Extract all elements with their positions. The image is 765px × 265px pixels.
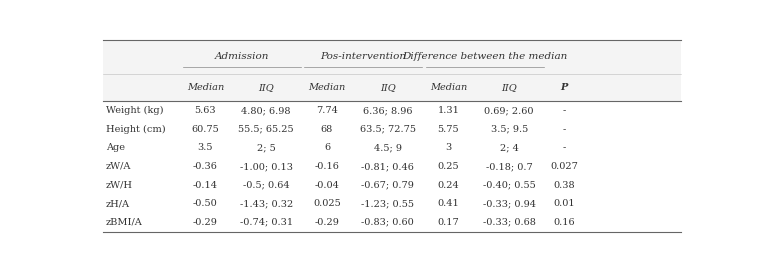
Text: -0.67; 0.79: -0.67; 0.79 [361, 181, 414, 190]
Text: P: P [561, 83, 568, 92]
Text: 0.17: 0.17 [438, 218, 459, 227]
Text: 1.31: 1.31 [438, 106, 460, 115]
Text: -0.33; 0.68: -0.33; 0.68 [483, 218, 536, 227]
Text: -: - [562, 143, 566, 152]
Text: -0.29: -0.29 [314, 218, 340, 227]
Text: -0.74; 0.31: -0.74; 0.31 [239, 218, 293, 227]
Text: 4.5; 9: 4.5; 9 [374, 143, 402, 152]
Text: -0.04: -0.04 [314, 181, 340, 190]
Text: 7.74: 7.74 [316, 106, 338, 115]
Text: Pos-intervention: Pos-intervention [320, 52, 406, 61]
Bar [103, 101, 682, 232]
Text: IIQ: IIQ [501, 83, 517, 92]
Bar [103, 40, 682, 101]
Text: Weight (kg): Weight (kg) [106, 106, 163, 115]
Text: Median: Median [430, 83, 467, 92]
Text: Median: Median [187, 83, 224, 92]
Text: 2; 4: 2; 4 [500, 143, 519, 152]
Text: 3.5; 9.5: 3.5; 9.5 [490, 125, 528, 134]
Text: Admission: Admission [214, 52, 269, 61]
Text: 0.16: 0.16 [553, 218, 575, 227]
Text: -1.43; 0.32: -1.43; 0.32 [239, 199, 293, 208]
Text: Age: Age [106, 143, 125, 152]
Text: 0.25: 0.25 [438, 162, 459, 171]
Text: -0.36: -0.36 [193, 162, 218, 171]
Text: 4.80; 6.98: 4.80; 6.98 [242, 106, 291, 115]
Text: -0.50: -0.50 [193, 199, 218, 208]
Text: 3: 3 [445, 143, 451, 152]
Text: 60.75: 60.75 [191, 125, 220, 134]
Text: -0.5; 0.64: -0.5; 0.64 [243, 181, 289, 190]
Text: -: - [562, 125, 566, 134]
Text: 0.027: 0.027 [550, 162, 578, 171]
Text: 0.38: 0.38 [553, 181, 575, 190]
Text: -: - [562, 106, 566, 115]
Text: 68: 68 [321, 125, 333, 134]
Text: 5.63: 5.63 [194, 106, 216, 115]
Text: -1.23; 0.55: -1.23; 0.55 [361, 199, 414, 208]
Text: 2; 5: 2; 5 [257, 143, 275, 152]
Text: zH/A: zH/A [106, 199, 130, 208]
Text: -0.29: -0.29 [193, 218, 218, 227]
Text: zW/H: zW/H [106, 181, 132, 190]
Text: -0.40; 0.55: -0.40; 0.55 [483, 181, 536, 190]
Text: -0.18; 0.7: -0.18; 0.7 [486, 162, 532, 171]
Text: 3.5: 3.5 [197, 143, 213, 152]
Text: Median: Median [308, 83, 346, 92]
Text: 5.75: 5.75 [438, 125, 459, 134]
Text: -0.81; 0.46: -0.81; 0.46 [361, 162, 414, 171]
Text: -1.00; 0.13: -1.00; 0.13 [239, 162, 293, 171]
Text: 6.36; 8.96: 6.36; 8.96 [363, 106, 412, 115]
Text: -0.33; 0.94: -0.33; 0.94 [483, 199, 536, 208]
Text: 0.24: 0.24 [438, 181, 459, 190]
Text: -0.16: -0.16 [314, 162, 340, 171]
Text: -0.14: -0.14 [193, 181, 218, 190]
Text: -0.83; 0.60: -0.83; 0.60 [361, 218, 414, 227]
Text: 0.41: 0.41 [438, 199, 459, 208]
Text: 63.5; 72.75: 63.5; 72.75 [360, 125, 415, 134]
Text: zBMI/A: zBMI/A [106, 218, 142, 227]
Text: Difference between the median: Difference between the median [402, 52, 568, 61]
Text: IIQ: IIQ [380, 83, 396, 92]
Text: 6: 6 [324, 143, 330, 152]
Text: 55.5; 65.25: 55.5; 65.25 [239, 125, 294, 134]
Text: 0.69; 2.60: 0.69; 2.60 [484, 106, 534, 115]
Text: Height (cm): Height (cm) [106, 125, 165, 134]
Text: 0.01: 0.01 [553, 199, 575, 208]
Text: zW/A: zW/A [106, 162, 131, 171]
Text: IIQ: IIQ [259, 83, 274, 92]
Text: 0.025: 0.025 [313, 199, 341, 208]
